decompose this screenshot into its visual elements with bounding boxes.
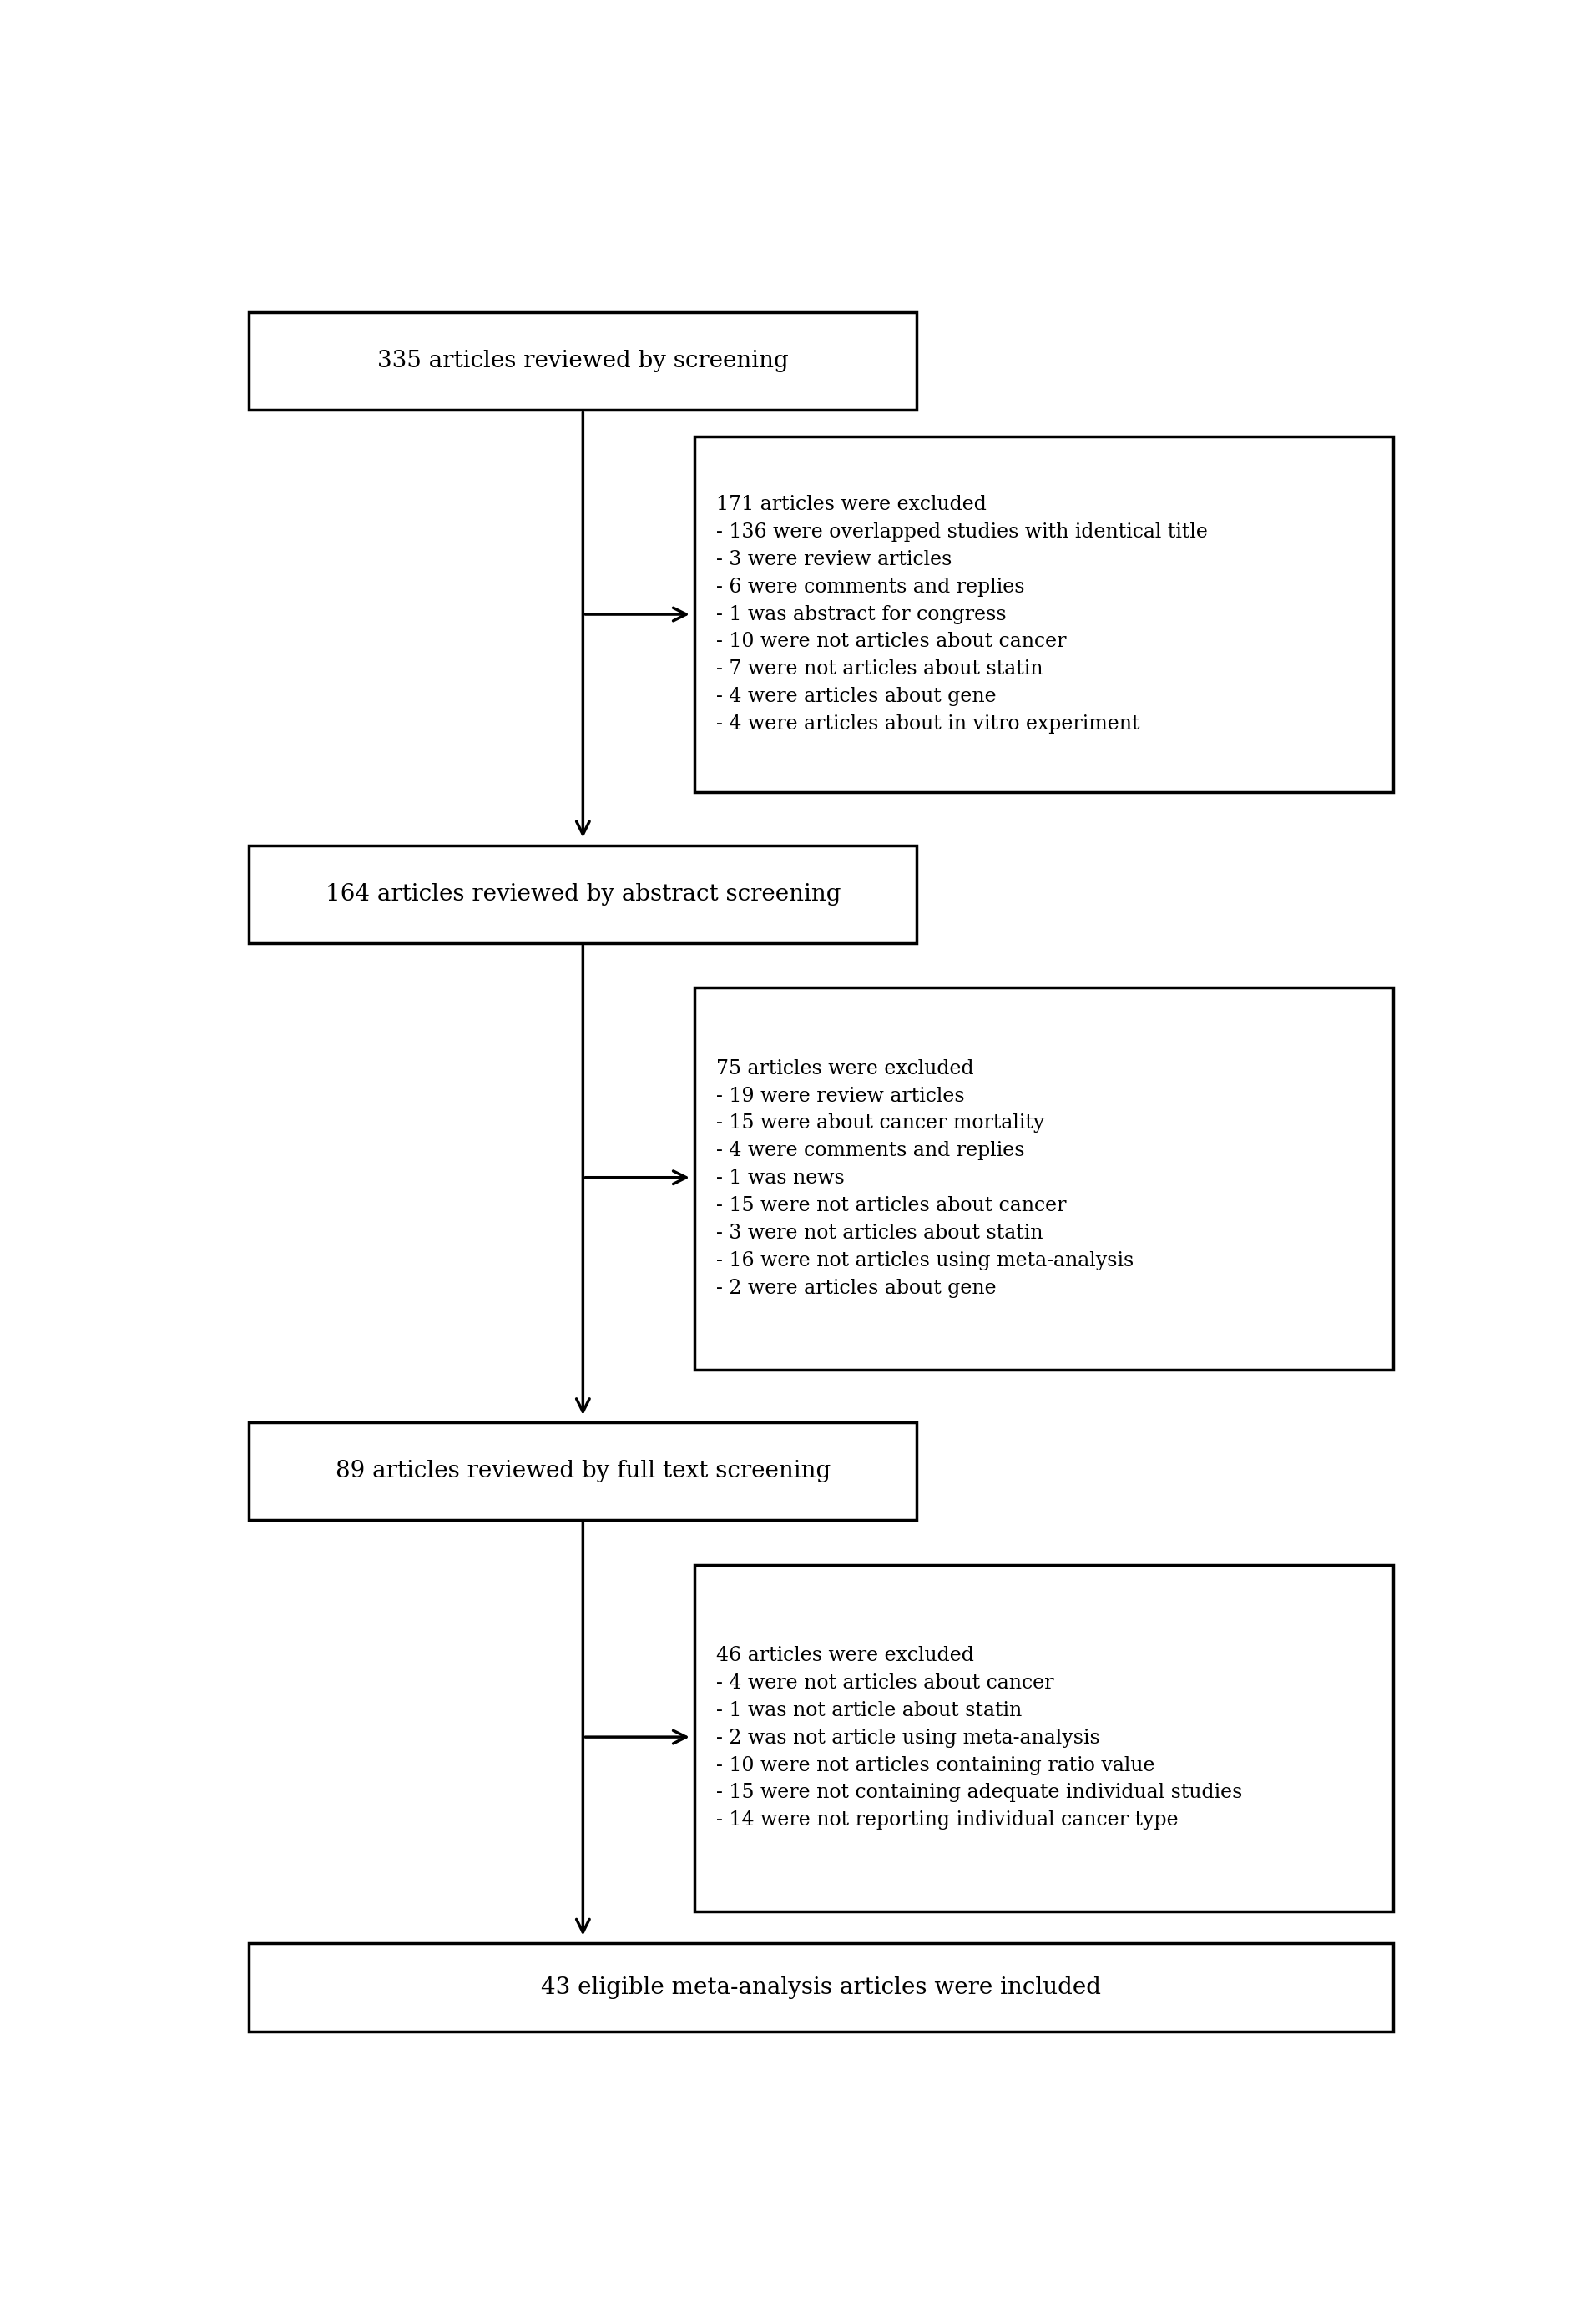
Text: 164 articles reviewed by abstract screening: 164 articles reviewed by abstract screen…: [326, 884, 841, 904]
Text: 171 articles were excluded
- 136 were overlapped studies with identical title
- : 171 articles were excluded - 136 were ov…: [717, 496, 1208, 734]
Text: 43 eligible meta-analysis articles were included: 43 eligible meta-analysis articles were …: [541, 1977, 1101, 1998]
FancyBboxPatch shape: [249, 311, 916, 411]
Text: 75 articles were excluded
- 19 were review articles
- 15 were about cancer morta: 75 articles were excluded - 19 were revi…: [717, 1059, 1135, 1299]
FancyBboxPatch shape: [249, 844, 916, 944]
FancyBboxPatch shape: [249, 1423, 916, 1520]
FancyBboxPatch shape: [249, 1942, 1393, 2032]
FancyBboxPatch shape: [694, 987, 1393, 1370]
Text: 89 articles reviewed by full text screening: 89 articles reviewed by full text screen…: [335, 1460, 830, 1483]
FancyBboxPatch shape: [694, 1564, 1393, 1910]
Text: 46 articles were excluded
- 4 were not articles about cancer
- 1 was not article: 46 articles were excluded - 4 were not a…: [717, 1645, 1243, 1829]
FancyBboxPatch shape: [694, 436, 1393, 791]
Text: 335 articles reviewed by screening: 335 articles reviewed by screening: [377, 351, 788, 371]
